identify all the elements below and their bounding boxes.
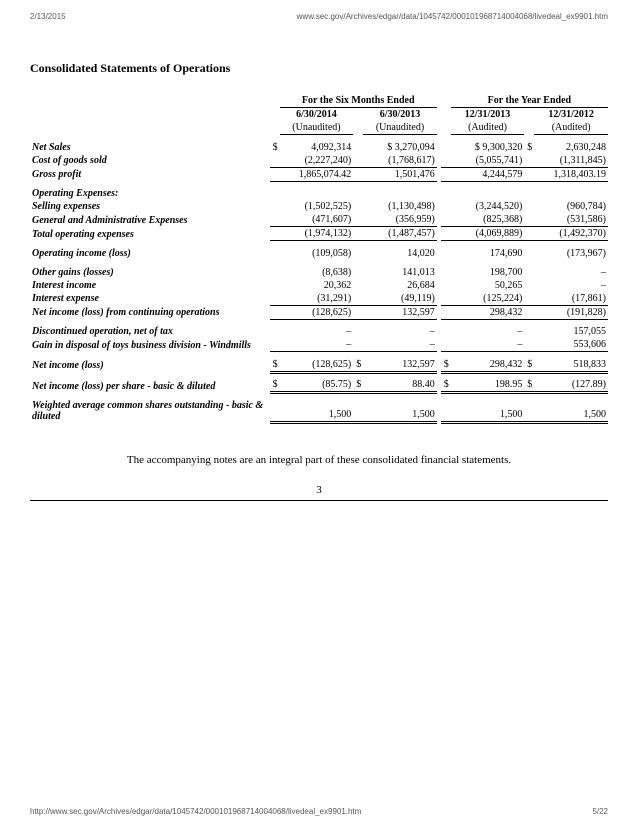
table-row: (Unaudited) (Unaudited) (Audited) (Audit… [30,121,608,135]
page: 2/13/2015 www.sec.gov/Archives/edgar/dat… [0,0,638,826]
table-row: Interest expense (31,291) (49,119) (125,… [30,292,608,306]
table-row: Total operating expenses (1,974,132) (1,… [30,227,608,241]
table-row: Cost of goods sold (2,227,240) (1,768,61… [30,154,608,168]
period-year: For the Year Ended [451,94,608,108]
period-six-months: For the Six Months Ended [280,94,437,108]
footnote: The accompanying notes are an integral p… [30,454,608,466]
table-row: Selling expenses (1,502,525) (1,130,498)… [30,200,608,213]
table-row: Net income (loss) from continuing operat… [30,305,608,319]
financial-table: For the Six Months Ended For the Year En… [30,94,608,424]
table-row: Weighted average common shares outstandi… [30,399,608,423]
table-row: Operating income (loss) (109,058) 14,020… [30,247,608,260]
table-row: Net income (loss) $(128,625) $132,597 $2… [30,358,608,373]
table-row: 6/30/2014 6/30/2013 12/31/2013 12/31/201… [30,108,608,122]
table-row: Discontinued operation, net of tax – – –… [30,325,608,338]
print-date: 2/13/2015 [30,12,66,21]
page-title: Consolidated Statements of Operations [30,61,608,76]
footer-page: 5/22 [592,807,608,816]
browser-header: 2/13/2015 www.sec.gov/Archives/edgar/dat… [30,12,608,21]
table-row: Gain in disposal of toys business divisi… [30,338,608,352]
table-row: For the Six Months Ended For the Year En… [30,94,608,108]
table-row: Other gains (losses) (8,638) 141,013 198… [30,266,608,279]
browser-footer: http://www.sec.gov/Archives/edgar/data/1… [30,807,608,816]
footer-url: http://www.sec.gov/Archives/edgar/data/1… [30,807,361,816]
table-row: Net Sales $4,092,314 $ 3,270,094 $ 9,300… [30,141,608,154]
table-row: Interest income 20,362 26,684 50,265 – [30,279,608,292]
print-url: www.sec.gov/Archives/edgar/data/1045742/… [297,12,608,21]
table-row: Gross profit 1,865,074.42 1,501,476 4,24… [30,167,608,181]
table-row: Operating Expenses: [30,187,608,200]
table-row: Net income (loss) per share - basic & di… [30,378,608,393]
page-number: 3 [30,484,608,501]
table-row: General and Administrative Expenses (471… [30,213,608,227]
